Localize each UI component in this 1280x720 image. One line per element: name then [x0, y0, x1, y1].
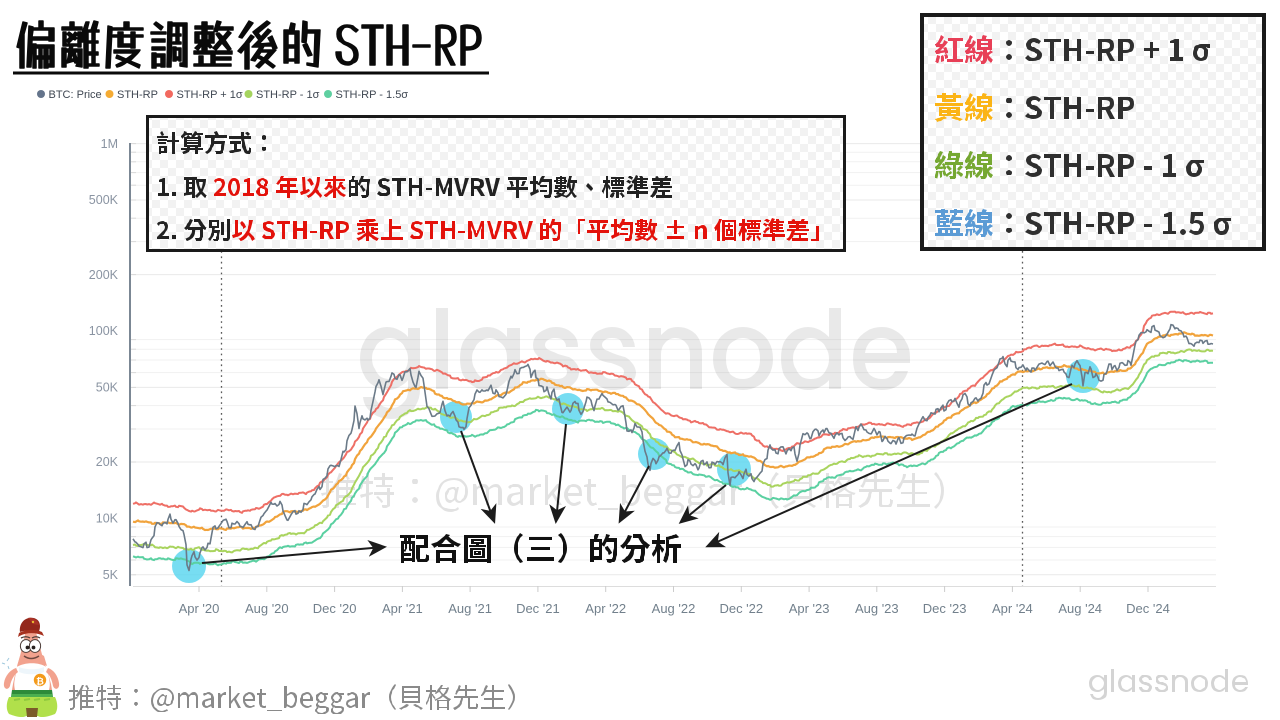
svg-text:Aug '23: Aug '23	[855, 601, 899, 616]
svg-text:Aug '24: Aug '24	[1058, 601, 1102, 616]
svg-text:Apr '22: Apr '22	[585, 601, 626, 616]
svg-text:5K: 5K	[103, 568, 119, 582]
svg-text:STH-RP: STH-RP	[117, 89, 158, 101]
svg-text:Apr '23: Apr '23	[789, 601, 830, 616]
svg-text:200K: 200K	[89, 268, 119, 282]
svg-text:Dec '23: Dec '23	[923, 601, 967, 616]
svg-text:₿: ₿	[36, 677, 44, 688]
svg-text:BTC: Price: BTC: Price	[49, 89, 102, 101]
svg-text:10K: 10K	[96, 512, 119, 526]
svg-text:Apr '20: Apr '20	[179, 601, 220, 616]
svg-text:Dec '20: Dec '20	[313, 601, 357, 616]
svg-text:Apr '21: Apr '21	[382, 601, 423, 616]
svg-text:Aug '20: Aug '20	[245, 601, 289, 616]
svg-text:Dec '22: Dec '22	[719, 601, 763, 616]
svg-text:Apr '24: Apr '24	[992, 601, 1033, 616]
svg-text:50K: 50K	[96, 381, 119, 395]
svg-text:STH-RP + 1σ: STH-RP + 1σ	[177, 89, 243, 101]
svg-text:20K: 20K	[96, 455, 119, 469]
svg-text:Aug '21: Aug '21	[448, 601, 492, 616]
svg-text:100K: 100K	[89, 324, 119, 338]
svg-text:Aug '22: Aug '22	[652, 601, 696, 616]
svg-text:500K: 500K	[89, 193, 119, 207]
svg-text:STH-RP - 1σ: STH-RP - 1σ	[256, 89, 320, 101]
svg-text:Dec '24: Dec '24	[1126, 601, 1170, 616]
svg-text:STH-RP - 1.5σ: STH-RP - 1.5σ	[336, 89, 409, 101]
svg-text:Dec '21: Dec '21	[516, 601, 560, 616]
svg-text:1M: 1M	[101, 137, 118, 151]
